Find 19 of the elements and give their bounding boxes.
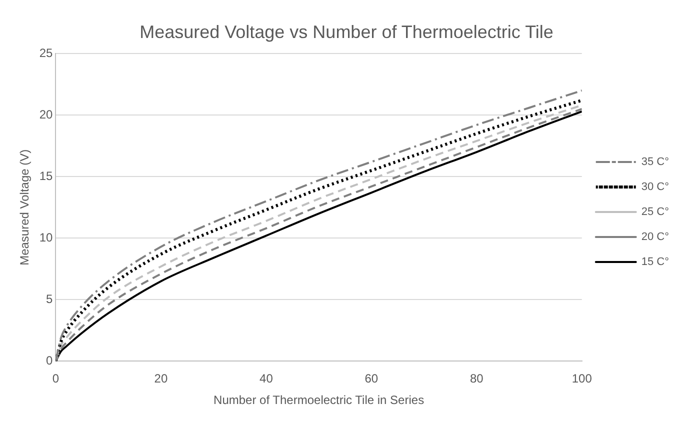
x-axis-title: Number of Thermoelectric Tile in Series — [214, 393, 424, 408]
legend-label: 15 C° — [641, 256, 670, 268]
y-tick-label: 15 — [39, 168, 54, 183]
y-tick-label: 0 — [46, 354, 54, 368]
legend-label: 35 C° — [641, 156, 670, 168]
y-axis-title: Measured Voltage (V) — [18, 149, 32, 266]
x-tick-label: 20 — [154, 372, 168, 386]
x-tick-label: 40 — [260, 372, 274, 386]
y-tick-label: 20 — [39, 107, 54, 122]
legend-label: 20 C° — [641, 231, 670, 244]
x-tick-label: 100 — [572, 372, 592, 386]
y-tick-label: 10 — [39, 230, 54, 244]
y-tick-label: 25 — [39, 46, 54, 60]
y-tick-label: 5 — [46, 292, 54, 306]
legend-label: 30 C° — [641, 181, 670, 194]
chart-title: Measured Voltage vs Number of Thermoelectric Tile — [140, 22, 554, 42]
legend-label: 25 C° — [641, 206, 670, 218]
x-tick-label: 60 — [364, 372, 378, 386]
x-tick-label: 80 — [470, 372, 484, 386]
